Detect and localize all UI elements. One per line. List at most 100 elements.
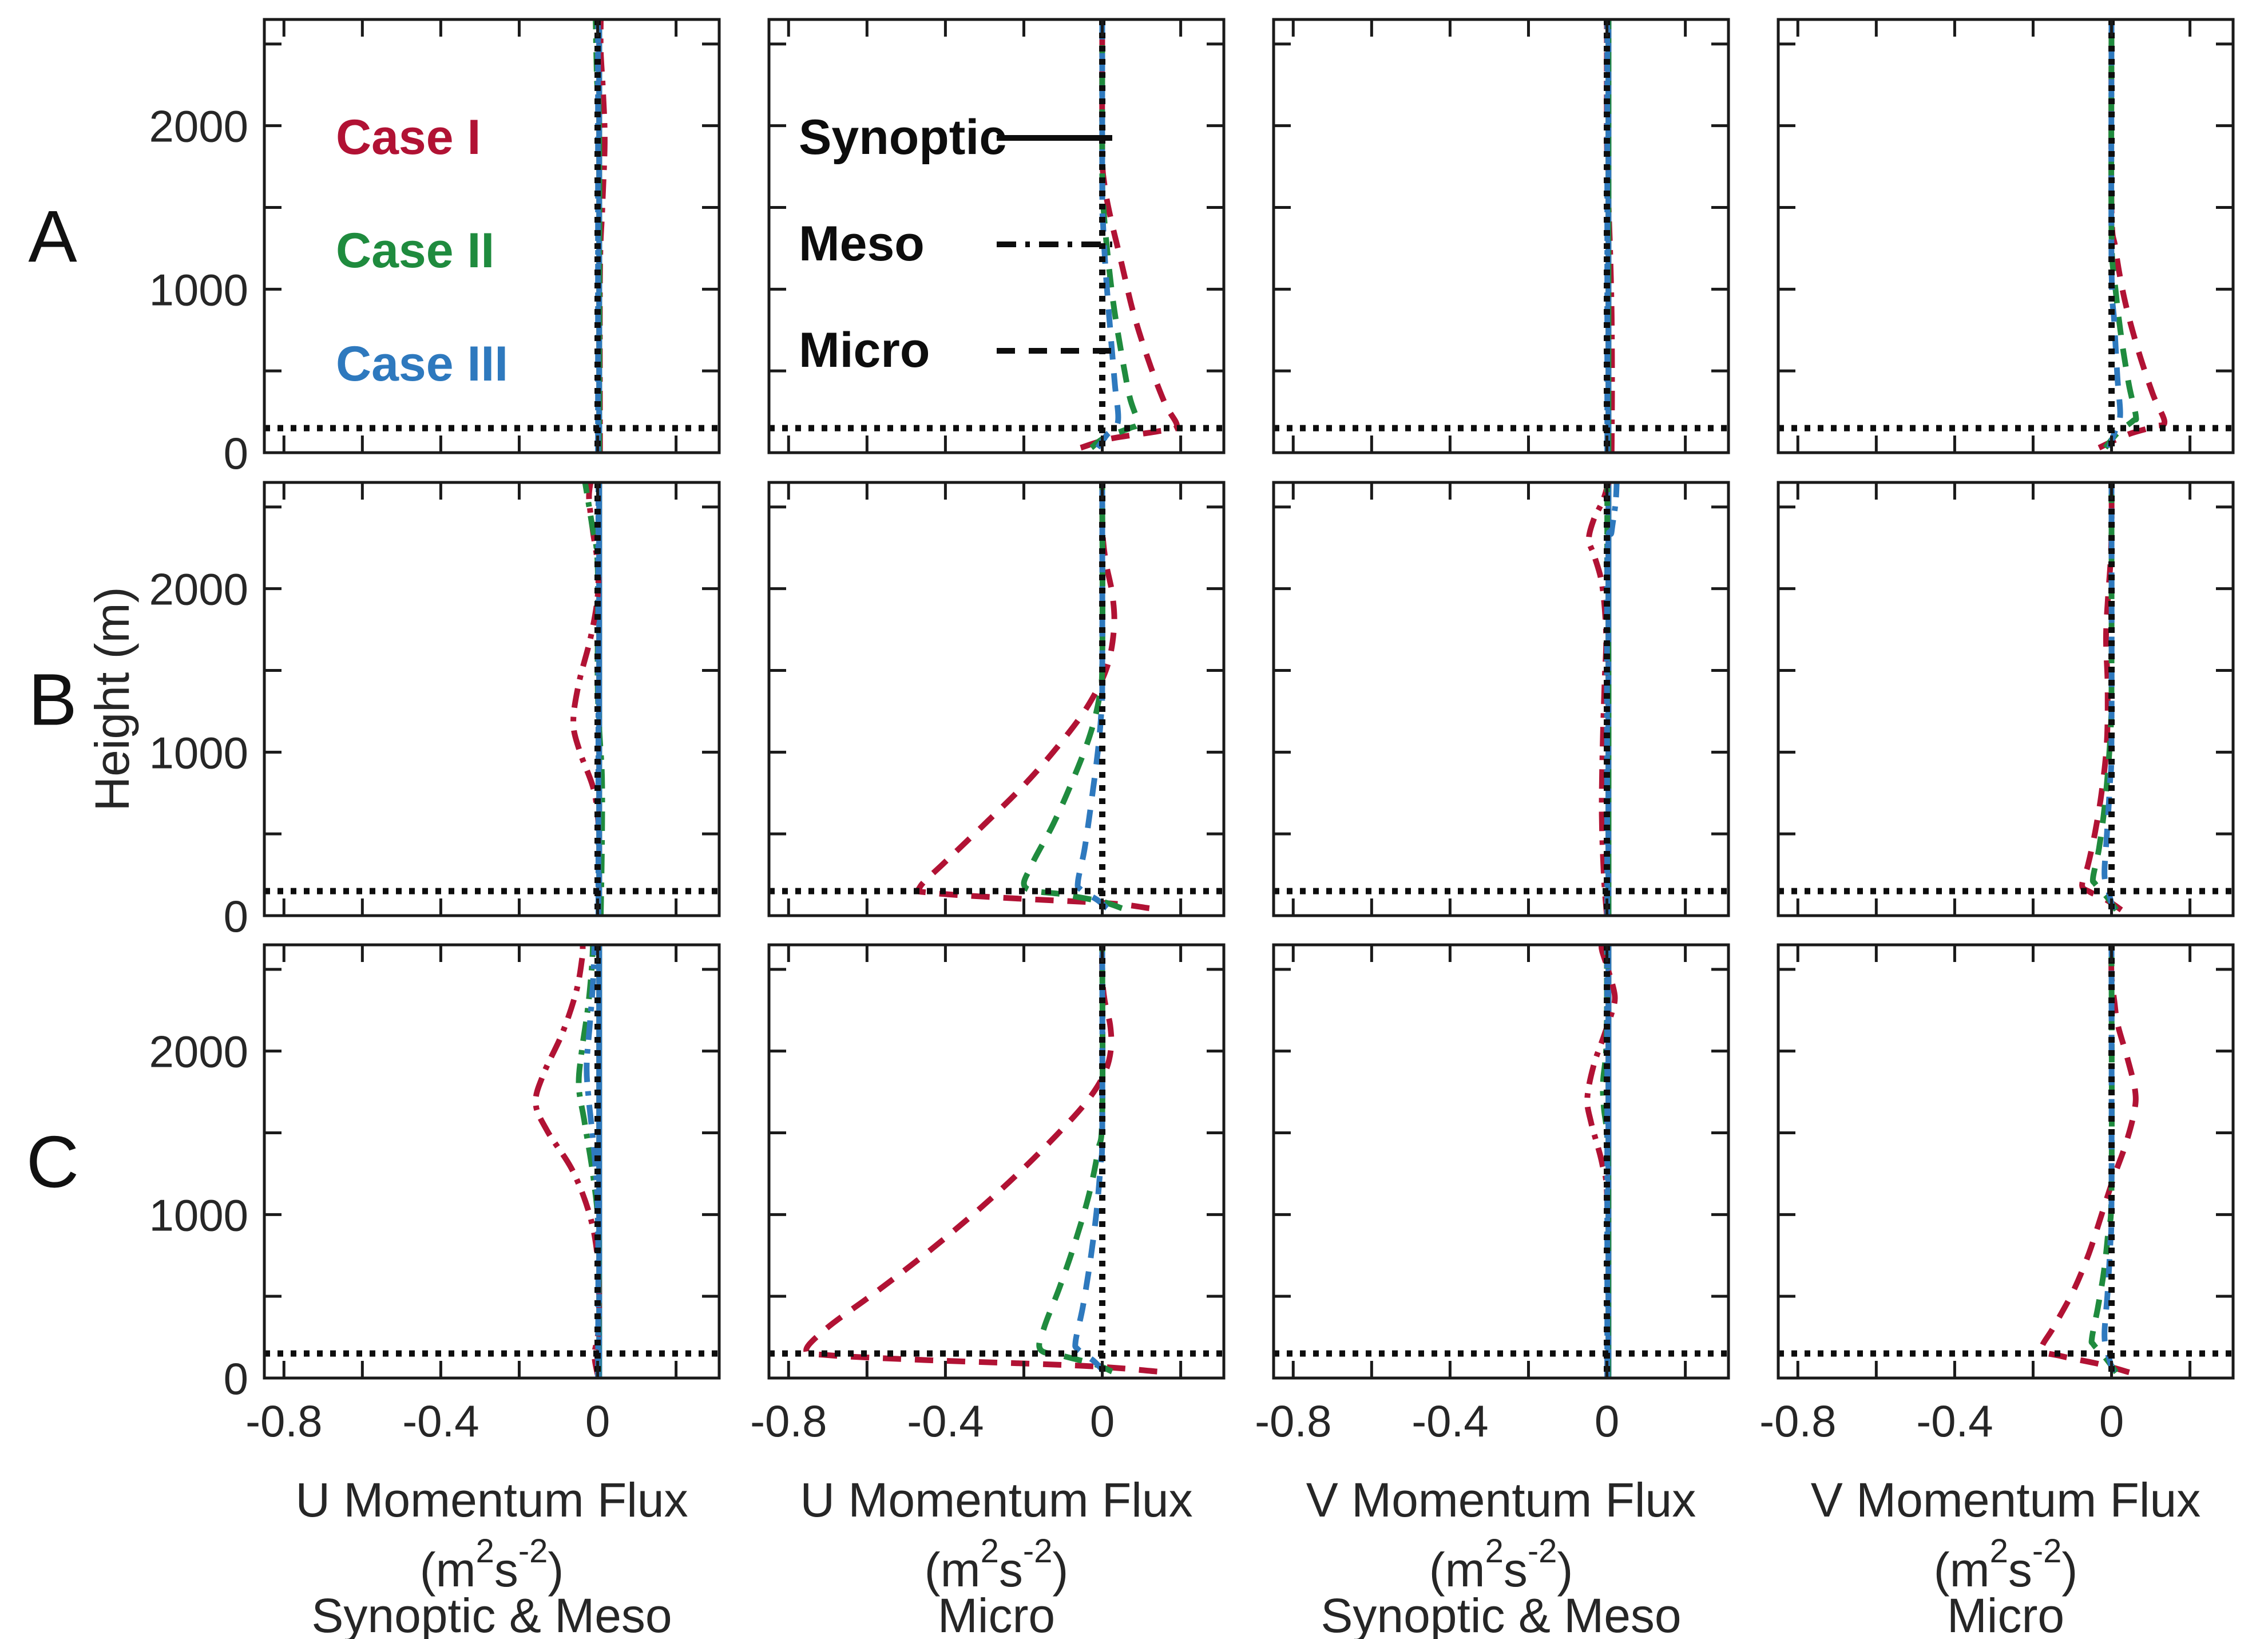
panel-A2 (767, 18, 1226, 454)
y-tick-label: 0 (224, 428, 248, 478)
x-axis-quantity: U Momentum Flux (800, 1473, 1192, 1527)
axis-ticks (264, 19, 719, 454)
panel-C4: -0.8 -0.4 0 (1759, 943, 2235, 1446)
axis-ticks (264, 482, 719, 917)
case-i-micro-curve (803, 944, 1157, 1375)
axes-box (1272, 18, 1730, 454)
axis-ticks (1778, 19, 2233, 454)
reference-lines (1778, 482, 2233, 916)
row-label-A: A (28, 196, 77, 278)
x-tick-label: -0.8 (245, 1396, 322, 1446)
y-tick-label: 2000 (149, 101, 248, 152)
x-tick-label: -0.4 (907, 1396, 984, 1446)
reference-lines (1274, 19, 1728, 453)
case-legend: Case I Case II Case III (336, 110, 508, 391)
case-ii-micro-curve (2089, 482, 2119, 912)
x-tick-label: 0 (1090, 1396, 1115, 1446)
axis-ticks (1274, 19, 1728, 454)
y-tick-label: 2000 (149, 1027, 248, 1077)
axes-box (1777, 943, 2235, 1380)
case-iii-micro-curve (1074, 482, 1109, 910)
scale-legend-label: Synoptic (799, 110, 1006, 165)
case-iii-micro-curve (1095, 19, 1121, 450)
x-tick-label: -0.8 (1759, 1396, 1836, 1446)
row-label-B: B (28, 659, 77, 741)
case-ii-micro-curve (1021, 482, 1123, 911)
case-legend-item: Case II (336, 223, 494, 278)
reference-lines (769, 482, 1224, 916)
x-axis-units: (m2s-2) (1429, 1533, 1573, 1597)
panel-A1: 0 1000 2000 (149, 18, 721, 478)
panel-C3: -0.8 -0.4 0 (1255, 943, 1730, 1446)
axes-box (767, 943, 1226, 1380)
case-legend-item: Case III (336, 336, 508, 391)
axes-box (1272, 943, 1730, 1380)
axis-ticks (769, 19, 1224, 454)
y-axis-label: Height (m) (85, 587, 139, 811)
reference-lines (1274, 945, 1728, 1378)
case-ii-meso-curve (582, 482, 605, 916)
scale-legend-label: Micro (799, 323, 930, 378)
x-axis-quantity: V Momentum Flux (1811, 1473, 2201, 1527)
y-tick-label: 0 (224, 1353, 248, 1404)
curves (1604, 19, 1615, 453)
case-i-meso-curve (1586, 481, 1612, 916)
y-tick-label: 1000 (149, 1190, 248, 1240)
axes-box (1272, 481, 1730, 917)
case-ii-micro-curve (2088, 944, 2119, 1374)
axis-ticks (1778, 945, 2233, 1380)
curves (914, 482, 1150, 912)
axis-ticks (769, 482, 1224, 917)
x-axis-quantity: V Momentum Flux (1306, 1473, 1696, 1527)
x-axis-quantity: U Momentum Flux (295, 1473, 688, 1527)
axes-box (767, 481, 1226, 917)
panel-B1: 0 1000 2000 (149, 481, 721, 941)
x-axis-label-col3: V Momentum Flux (m2s-2)Synoptic & Meso (1306, 1473, 1696, 1639)
scale-legend-label: Meso (799, 216, 925, 271)
x-axis-label-col4: V Momentum Flux (m2s-2)Micro (1811, 1473, 2201, 1639)
x-tick-label: -0.8 (1255, 1396, 1331, 1446)
axis-ticks (1274, 945, 1728, 1380)
x-axis-units: (m2s-2) (1934, 1533, 2078, 1597)
axes-box (263, 481, 721, 917)
reference-lines (769, 19, 1224, 453)
row-label-C: C (26, 1122, 79, 1203)
y-tick-label: 0 (224, 891, 248, 941)
axis-ticks (1778, 482, 2233, 917)
row-labels: A B C (26, 196, 79, 1203)
axes-box (263, 18, 721, 454)
panel-A4 (1777, 18, 2235, 454)
x-axis-scale: Synoptic & Meso (311, 1589, 672, 1639)
case-i-meso-curve (597, 19, 608, 453)
panel-A3 (1272, 18, 1730, 454)
reference-lines (1778, 19, 2233, 453)
axis-ticks (1274, 482, 1728, 917)
axes-box (1777, 18, 2235, 454)
x-axis-label-col1: U Momentum Flux (m2s-2)Synoptic & Meso (295, 1473, 688, 1639)
reference-lines (769, 945, 1224, 1378)
y-tick-label: 2000 (149, 564, 248, 615)
x-tick-label: -0.4 (1411, 1396, 1488, 1446)
x-tick-label: 0 (1595, 1396, 1619, 1446)
panel-B2 (767, 481, 1226, 917)
axis-ticks (264, 945, 719, 1380)
axes-box (767, 18, 1226, 454)
x-axis-scale: Synoptic & Meso (1321, 1589, 1681, 1639)
case-legend-item: Case I (336, 110, 481, 165)
reference-lines (264, 19, 719, 453)
reference-lines (264, 945, 719, 1378)
axes-box (263, 943, 721, 1380)
y-tick-label: 1000 (149, 727, 248, 778)
panel-C2: -0.8 -0.4 0 (750, 943, 1226, 1446)
panel-B3 (1272, 481, 1730, 917)
axis-ticks (769, 945, 1224, 1380)
x-tick-label: -0.4 (1916, 1396, 1993, 1446)
x-axis-scale: Micro (1947, 1589, 2064, 1639)
axes-box (1777, 481, 2235, 917)
panel-B4 (1777, 481, 2235, 917)
x-tick-label: 0 (2099, 1396, 2124, 1446)
x-axis-units: (m2s-2) (925, 1533, 1069, 1597)
x-axis-label-col2: U Momentum Flux (m2s-2)Micro (800, 1473, 1192, 1639)
